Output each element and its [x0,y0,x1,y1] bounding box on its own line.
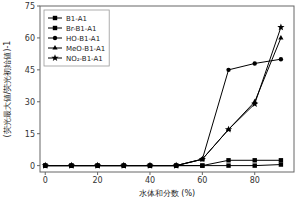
legend-label: Br-B1-A1 [66,25,96,33]
marker [146,162,153,169]
series [43,158,283,168]
legend-item: MeO-B1-A1 [48,45,105,53]
marker [226,68,230,72]
marker [277,23,284,30]
marker [226,158,230,162]
x-tick-label: 60 [197,176,207,185]
series [42,23,285,168]
series [43,162,283,167]
y-tick-label: 15 [25,130,35,139]
marker [199,155,206,162]
y-tick [37,37,40,38]
marker [200,163,204,167]
legend-item: NO₂-B1-A1 [48,54,103,63]
marker [120,162,127,169]
legend-marker [51,54,58,61]
series-line [45,38,281,166]
legend-label: HO-B1-A1 [66,35,100,43]
x-tick [202,172,203,175]
marker [226,163,230,167]
legend-marker [53,36,57,40]
legend-box [44,10,109,66]
legend-marker [52,45,57,50]
series [43,35,284,167]
marker [278,35,283,40]
legend-marker [53,26,57,30]
x-tick [254,172,255,175]
series-line [45,160,281,165]
y-tick-label: 60 [25,34,35,43]
marker [279,158,283,162]
marker [253,61,257,65]
marker [279,162,283,166]
marker [200,163,204,167]
legend-label: MeO-B1-A1 [66,45,105,53]
y-tick-label: 0 [30,162,35,171]
legend-marker [53,16,57,20]
legend-label: NO₂-B1-A1 [66,55,103,63]
chart-svg: 0 20 40 60 80 0 15 30 45 60 75 水体和分数 (%) (荧光最大値/荧光初始… [0,0,300,200]
marker [68,162,75,169]
x-tick [45,172,46,175]
y-axis-label: (荧光最大値/荧光初始値)-1 [3,41,12,138]
x-tick-label: 80 [250,176,260,185]
y-tick [37,101,40,102]
x-tick [149,172,150,175]
legend-label: B1-A1 [66,15,87,23]
marker [253,158,257,162]
y-tick-label: 45 [25,66,35,75]
plot-frame [40,6,294,172]
marker [42,162,49,169]
marker [251,100,258,107]
marker [94,162,101,169]
x-tick-label: 40 [145,176,155,185]
y-tick [37,165,40,166]
y-tick-label: 30 [25,98,35,107]
marker [253,163,257,167]
page: {"chart_data": { "type": "line", "xlabel… [0,0,300,200]
x-tick [97,172,98,175]
legend-item: HO-B1-A1 [48,35,100,43]
x-tick-label: 20 [93,176,103,185]
legend-item: Br-B1-A1 [48,25,96,33]
legend-item: B1-A1 [48,15,87,23]
marker [173,162,180,169]
marker [225,126,232,133]
y-tick-label: 75 [25,2,35,11]
y-tick [37,69,40,70]
series-line [45,27,281,165]
y-tick [37,133,40,134]
x-tick-label: 0 [43,176,48,185]
y-tick [37,6,40,7]
data-group [42,23,285,168]
x-axis-label: 水体和分数 (%) [139,189,195,198]
legend: B1-A1 Br-B1-A1 HO-B1-A1 MeO-B1-A1 NO₂-B1-A1 [44,10,109,66]
marker [279,57,283,61]
chart-container: 0 20 40 60 80 0 15 30 45 60 75 水体和分数 (%) (荧光最大値/荧光初始… [0,0,300,200]
series [43,57,283,168]
axes: 0 20 40 60 80 0 15 30 45 60 75 [25,2,260,185]
